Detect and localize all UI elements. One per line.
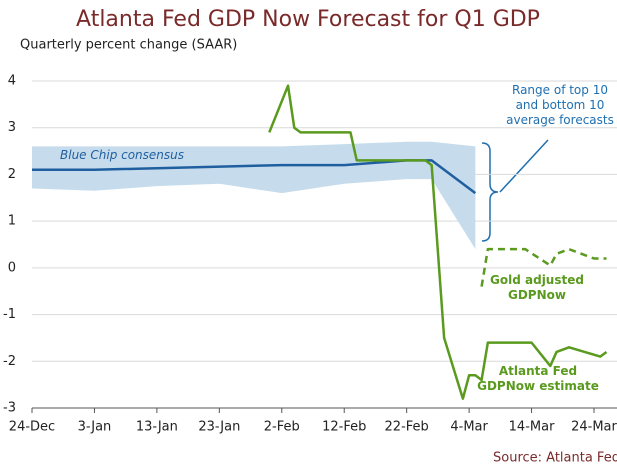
series-label: Atlanta Fed GDPNow estimate: [477, 364, 599, 393]
series-label: Gold adjusted GDPNow: [490, 273, 584, 302]
chart-title: Atlanta Fed GDP Now Forecast for Q1 GDP: [76, 7, 540, 32]
y-tick-label: 1: [8, 214, 16, 229]
x-tick-label: 23-Jan: [198, 420, 240, 435]
series-line: [268, 84, 608, 400]
series-line: [32, 159, 477, 195]
x-tick-label: 2-Feb: [264, 420, 300, 435]
y-tick-label: -1: [3, 307, 16, 322]
x-tick-label: 4-Mar: [450, 420, 488, 435]
x-tick-label: 13-Jan: [136, 420, 178, 435]
x-tick-label: 3-Jan: [78, 420, 112, 435]
y-axis-label: Quarterly percent change (SAAR): [20, 38, 237, 53]
band-label: Range of top 10 and bottom 10 average fo…: [506, 83, 614, 127]
y-tick-label: 3: [8, 120, 16, 135]
y-tick-label: 0: [8, 260, 16, 275]
grid: [32, 80, 617, 409]
y-tick-label: -2: [3, 354, 16, 369]
x-tick-label: 22-Feb: [385, 420, 429, 435]
y-tick-label: 4: [8, 74, 16, 89]
bracket: [481, 142, 499, 242]
series-line: [480, 247, 607, 287]
y-tick-label: 2: [8, 167, 16, 182]
x-tick-label: 12-Feb: [322, 420, 366, 435]
y-tick-label: -3: [3, 401, 16, 416]
source: Source: Atlanta Fed: [493, 451, 617, 466]
x-tick-label: 14-Mar: [509, 420, 555, 435]
x-tick-label: 24-Mar: [571, 420, 617, 435]
series-label: Blue Chip consensus: [60, 148, 185, 162]
x-tick-label: 24-Dec: [9, 420, 55, 435]
pointer: [499, 139, 549, 193]
